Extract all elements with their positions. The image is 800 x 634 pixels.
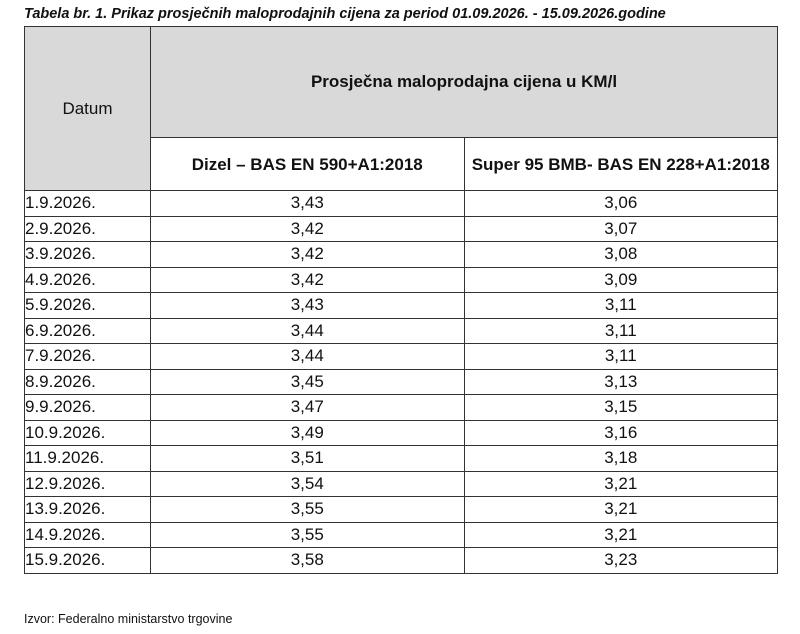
- super95-price-cell: 3,13: [463, 368, 778, 395]
- table-caption: Tabela br. 1. Prikaz prosječnih maloprod…: [24, 6, 666, 22]
- header-datum: Datum: [24, 26, 151, 191]
- table-row: 3.9.2026. 3,42 3,08: [24, 241, 778, 268]
- super95-price-cell: 3,11: [463, 343, 778, 370]
- super95-price-cell: 3,06: [463, 190, 778, 217]
- dizel-price-cell: 3,54: [150, 470, 465, 497]
- date-cell: 14.9.2026.: [24, 521, 151, 548]
- dizel-price-cell: 3,42: [150, 215, 465, 242]
- date-cell: 7.9.2026.: [24, 343, 151, 370]
- table-row: 7.9.2026. 3,44 3,11: [24, 343, 778, 370]
- date-cell: 6.9.2026.: [24, 317, 151, 344]
- table-row: 14.9.2026. 3,55 3,21: [24, 521, 778, 548]
- super95-price-cell: 3,21: [463, 496, 778, 523]
- date-cell: 8.9.2026.: [24, 368, 151, 395]
- table-row: 5.9.2026. 3,43 3,11: [24, 292, 778, 319]
- super95-price-cell: 3,07: [463, 215, 778, 242]
- date-cell: 12.9.2026.: [24, 470, 151, 497]
- table-row: 12.9.2026. 3,54 3,21: [24, 470, 778, 497]
- header-average-price: Prosječna maloprodajna cijena u KM/l: [150, 26, 778, 138]
- dizel-price-cell: 3,55: [150, 521, 465, 548]
- super95-price-cell: 3,18: [463, 445, 778, 472]
- table-row: 9.9.2026. 3,47 3,15: [24, 394, 778, 421]
- super95-price-cell: 3,09: [463, 266, 778, 293]
- dizel-price-cell: 3,43: [150, 190, 465, 217]
- dizel-price-cell: 3,49: [150, 419, 465, 446]
- date-cell: 3.9.2026.: [24, 241, 151, 268]
- dizel-price-cell: 3,55: [150, 496, 465, 523]
- table-row: 1.9.2026. 3,43 3,06: [24, 190, 778, 217]
- header-dizel: Dizel – BAS EN 590+A1:2018: [150, 137, 465, 191]
- table-row: 11.9.2026. 3,51 3,18: [24, 445, 778, 472]
- date-cell: 9.9.2026.: [24, 394, 151, 421]
- super95-price-cell: 3,23: [463, 547, 778, 574]
- super95-price-cell: 3,16: [463, 419, 778, 446]
- date-cell: 13.9.2026.: [24, 496, 151, 523]
- date-cell: 4.9.2026.: [24, 266, 151, 293]
- dizel-price-cell: 3,47: [150, 394, 465, 421]
- super95-price-cell: 3,08: [463, 241, 778, 268]
- date-cell: 2.9.2026.: [24, 215, 151, 242]
- dizel-price-cell: 3,42: [150, 241, 465, 268]
- dizel-price-cell: 3,42: [150, 266, 465, 293]
- date-cell: 1.9.2026.: [24, 190, 151, 217]
- date-cell: 10.9.2026.: [24, 419, 151, 446]
- date-cell: 15.9.2026.: [24, 547, 151, 574]
- table-row: 4.9.2026. 3,42 3,09: [24, 266, 778, 293]
- super95-price-cell: 3,15: [463, 394, 778, 421]
- super95-price-cell: 3,21: [463, 470, 778, 497]
- table-row: 8.9.2026. 3,45 3,13: [24, 368, 778, 395]
- super95-price-cell: 3,11: [463, 317, 778, 344]
- dizel-price-cell: 3,58: [150, 547, 465, 574]
- super95-price-cell: 3,21: [463, 521, 778, 548]
- date-cell: 5.9.2026.: [24, 292, 151, 319]
- table-row: 2.9.2026. 3,42 3,07: [24, 215, 778, 242]
- dizel-price-cell: 3,43: [150, 292, 465, 319]
- dizel-price-cell: 3,45: [150, 368, 465, 395]
- table-body: 1.9.2026. 3,43 3,06 2.9.2026. 3,42 3,07 3.9.20…: [24, 190, 778, 574]
- dizel-price-cell: 3,44: [150, 343, 465, 370]
- table-row: 10.9.2026. 3,49 3,16: [24, 419, 778, 446]
- source-note: Izvor: Federalno ministarstvo trgovine: [24, 612, 233, 626]
- header-super95: Super 95 BMB- BAS EN 228+A1:2018: [463, 137, 778, 191]
- table-row: 6.9.2026. 3,44 3,11: [24, 317, 778, 344]
- super95-price-cell: 3,11: [463, 292, 778, 319]
- dizel-price-cell: 3,51: [150, 445, 465, 472]
- table-row: 13.9.2026. 3,55 3,21: [24, 496, 778, 523]
- dizel-price-cell: 3,44: [150, 317, 465, 344]
- price-table: Datum Prosječna maloprodajna cijena u KM…: [24, 26, 778, 574]
- table-row: 15.9.2026. 3,58 3,23: [24, 547, 778, 574]
- date-cell: 11.9.2026.: [24, 445, 151, 472]
